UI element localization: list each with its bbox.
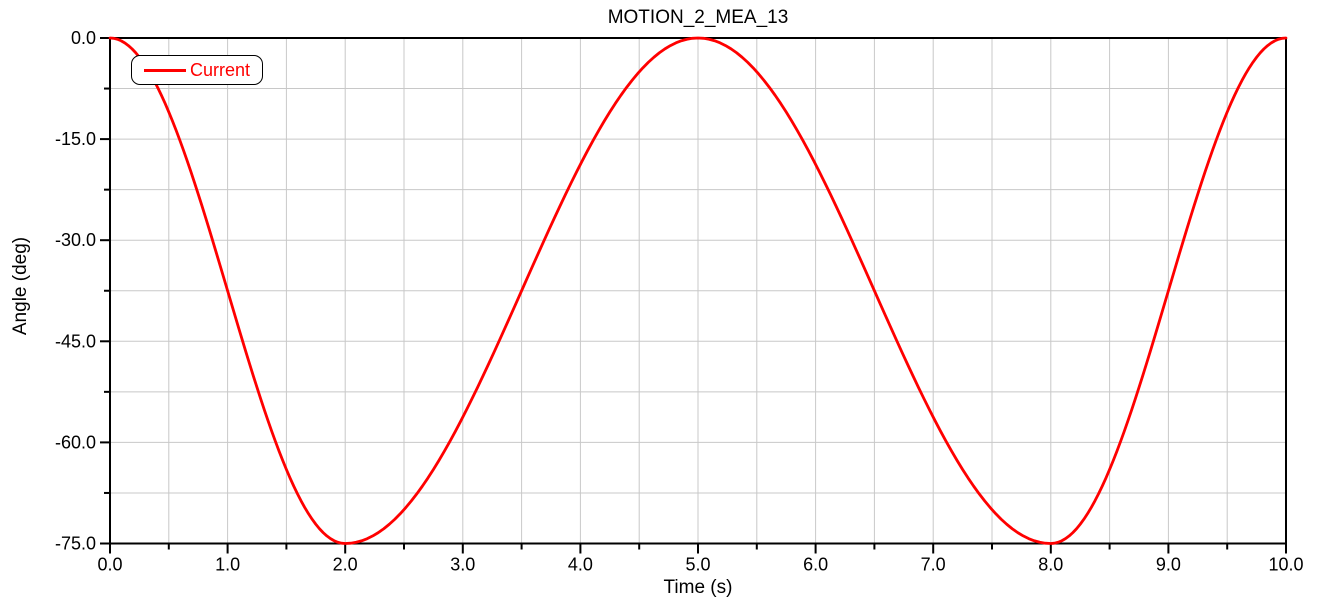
- chart-title: MOTION_2_MEA_13: [607, 7, 789, 28]
- y-tick-label: 0.0: [71, 28, 96, 48]
- series-line-current: [108, 36, 1288, 545]
- x-tick-label: 9.0: [1156, 555, 1181, 575]
- x-axis-title: Time (s): [663, 577, 733, 598]
- y-axis-title: Angle (deg): [10, 236, 31, 336]
- x-tick-label: 0.0: [97, 555, 122, 575]
- y-tick-label: -60.0: [55, 432, 96, 452]
- legend-label: Current: [190, 59, 251, 80]
- x-tick-label: 4.0: [568, 555, 593, 575]
- y-tick-label: -45.0: [55, 331, 96, 351]
- x-tick-label: 8.0: [1038, 555, 1063, 575]
- legend-line-sample: [144, 68, 186, 72]
- x-tick-label: 3.0: [450, 555, 475, 575]
- x-tick-label: 1.0: [215, 555, 240, 575]
- y-tick-label: -30.0: [55, 230, 96, 250]
- x-tick-label: 6.0: [803, 555, 828, 575]
- x-tick-label: 5.0: [685, 555, 710, 575]
- legend: Current: [131, 55, 263, 85]
- y-tick-label: -75.0: [55, 534, 96, 554]
- x-tick-label: 2.0: [333, 555, 358, 575]
- x-tick-label: 10.0: [1268, 555, 1303, 575]
- x-tick-label: 7.0: [921, 555, 946, 575]
- y-tick-label: -15.0: [55, 129, 96, 149]
